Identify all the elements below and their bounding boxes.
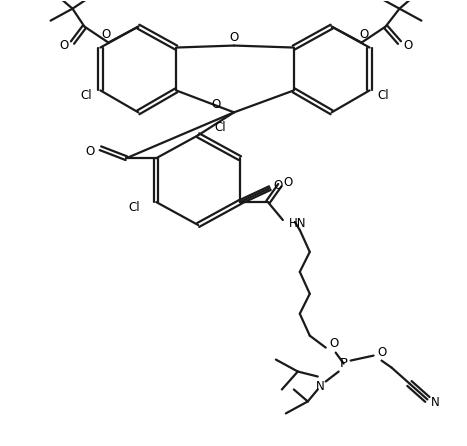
Text: O: O bbox=[212, 98, 221, 111]
Text: O: O bbox=[283, 176, 292, 189]
Text: Cl: Cl bbox=[378, 89, 389, 102]
Text: O: O bbox=[377, 346, 386, 359]
Text: P: P bbox=[340, 357, 347, 370]
Text: O: O bbox=[59, 39, 68, 52]
Text: N: N bbox=[316, 380, 325, 393]
Text: Cl: Cl bbox=[128, 201, 140, 214]
Text: O: O bbox=[404, 39, 413, 52]
Text: O: O bbox=[229, 31, 239, 44]
Text: O: O bbox=[102, 28, 111, 41]
Text: N: N bbox=[431, 396, 440, 409]
Text: Cl: Cl bbox=[214, 121, 226, 134]
Text: O: O bbox=[359, 28, 368, 41]
Text: O: O bbox=[86, 145, 95, 158]
Text: O: O bbox=[329, 337, 338, 350]
Text: HN: HN bbox=[289, 216, 306, 230]
Text: O: O bbox=[273, 178, 283, 192]
Text: Cl: Cl bbox=[81, 89, 92, 102]
